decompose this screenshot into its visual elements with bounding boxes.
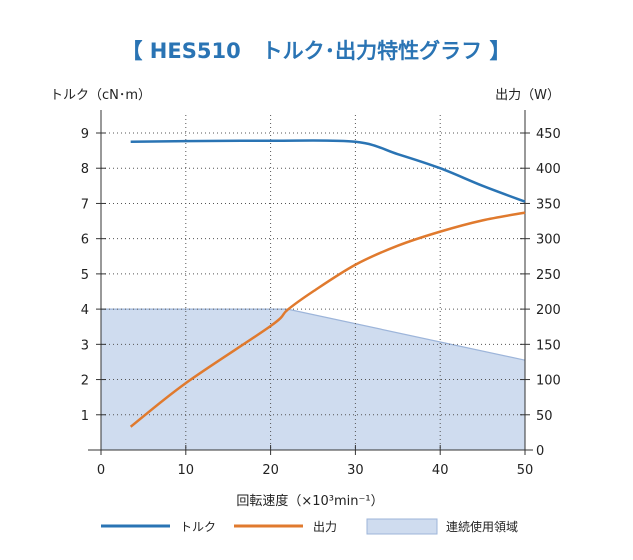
- chart-title: 【 HES510 トルク･出力特性グラフ 】: [121, 39, 510, 63]
- x-tick-label: 30: [347, 463, 364, 478]
- y-right-tick-label: 250: [536, 268, 561, 283]
- y-right-tick-label: 0: [536, 444, 544, 459]
- y-left-tick-label: 8: [81, 162, 89, 177]
- y-right-label: 出力（W）: [495, 88, 560, 103]
- y-left-tick-label: 2: [81, 374, 89, 389]
- x-tick-label: 20: [262, 463, 279, 478]
- y-left-label: トルク（cN･m）: [50, 88, 151, 103]
- x-tick-label: 40: [432, 463, 449, 478]
- y-left-tick-label: 9: [81, 127, 89, 142]
- x-axis-label: 回転速度（×10³min⁻¹）: [236, 493, 383, 509]
- legend: トルク 出力 連続使用領域: [101, 518, 518, 535]
- x-tick-label: 10: [178, 463, 195, 478]
- y-left-tick-label: 7: [81, 197, 89, 212]
- torque-line: [130, 139, 526, 203]
- y-left-tick-label: 1: [81, 409, 89, 424]
- y-right-tick-label: 150: [536, 338, 561, 353]
- x-tick-label: 0: [97, 463, 105, 478]
- x-tick-label: 50: [517, 463, 534, 478]
- y-right-tick-label: 50: [536, 409, 553, 424]
- y-right-tick-label: 450: [536, 127, 561, 142]
- y-right-tick-label: 300: [536, 233, 561, 248]
- y-left-tick-label: 6: [81, 233, 89, 248]
- y-right-tick-label: 350: [536, 197, 561, 212]
- legend-label-torque: トルク: [180, 520, 216, 534]
- legend-swatch-continuous: [366, 518, 438, 535]
- legend-label-continuous: 連続使用領域: [446, 519, 518, 534]
- y-left-tick-label: 4: [81, 303, 89, 318]
- y-right-tick-label: 400: [536, 162, 561, 177]
- y-right-tick-label: 200: [536, 303, 561, 318]
- legend-label-output: 出力: [313, 520, 337, 534]
- y-left-tick-label: 5: [81, 268, 89, 283]
- output-line: [129, 211, 526, 428]
- y-left-tick-label: 3: [81, 338, 89, 353]
- y-right-tick-label: 100: [536, 374, 561, 389]
